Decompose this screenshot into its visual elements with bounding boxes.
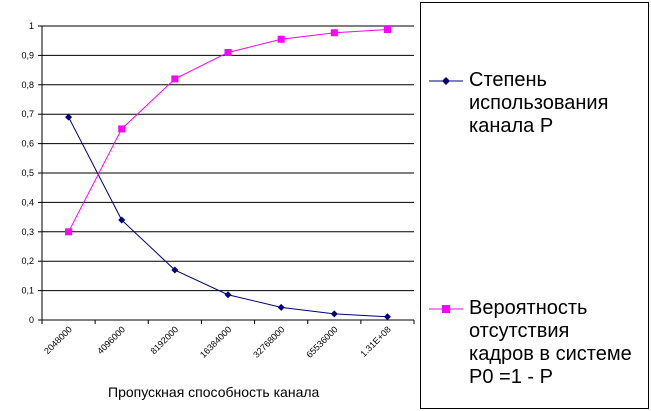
x-tick-label: 1.31E+08 xyxy=(358,324,393,359)
data-point-square xyxy=(118,125,126,133)
y-tick-label: 0,8 xyxy=(21,80,34,90)
axes xyxy=(38,25,415,324)
y-tick-label: 0,4 xyxy=(21,197,34,207)
legend-swatch-diamond xyxy=(429,77,463,85)
x-tick-label: 2048000 xyxy=(42,324,74,356)
y-tick-label: 0 xyxy=(29,315,34,325)
series-1 xyxy=(65,113,391,321)
y-tick-label: 0,9 xyxy=(21,50,34,60)
y-tick-label: 0,6 xyxy=(21,139,34,149)
data-point-square xyxy=(65,228,73,236)
data-point-square xyxy=(171,75,179,83)
data-point-diamond xyxy=(224,291,232,299)
y-tick-label: 0,5 xyxy=(21,168,34,178)
x-tick-labels: 2048000 4096000 8192000 16384000 32768000 655… xyxy=(42,324,393,359)
x-tick-label: 32768000 xyxy=(251,324,286,359)
y-tick-label: 0,1 xyxy=(21,286,34,296)
legend: Степень использования канала P Вероятнос… xyxy=(420,2,649,409)
data-point-diamond xyxy=(277,303,285,311)
y-tick-label: 1 xyxy=(29,21,34,31)
legend-swatch-square xyxy=(429,305,463,313)
data-point-diamond xyxy=(171,266,179,274)
grid xyxy=(42,25,414,292)
x-tick-label: 8192000 xyxy=(148,324,180,356)
series-line xyxy=(68,116,388,318)
x-tick-label: 4096000 xyxy=(95,324,127,356)
data-point-square xyxy=(330,29,338,37)
data-point-square xyxy=(277,35,285,43)
data-point-diamond xyxy=(383,313,391,321)
x-tick-label: 16384000 xyxy=(198,324,233,359)
y-tick-label: 0,7 xyxy=(21,109,34,119)
legend-item-probability: Вероятность отсутствия кадров в системе … xyxy=(429,297,632,389)
data-point-square xyxy=(383,26,391,34)
y-tick-labels: 0 0,1 0,2 0,3 0,4 0,5 0,6 0,7 0,8 0,9 1 xyxy=(21,21,34,325)
legend-item-utilization: Степень использования канала P xyxy=(429,69,608,138)
y-tick-label: 0,2 xyxy=(21,256,34,266)
series-line xyxy=(68,29,388,233)
data-point-diamond xyxy=(65,113,73,121)
series-2 xyxy=(65,26,391,236)
series xyxy=(65,26,391,321)
data-point-diamond xyxy=(330,310,338,318)
x-axis-title: Пропускная способность канала xyxy=(108,384,320,400)
legend-label-probability: Вероятность отсутствия кадров в системе … xyxy=(469,297,632,388)
legend-label-utilization: Степень использования канала P xyxy=(469,69,609,137)
x-tick-label: 65536000 xyxy=(304,324,339,359)
data-point-square xyxy=(224,48,232,56)
y-tick-label: 0,3 xyxy=(21,227,34,237)
data-point-diamond xyxy=(118,216,126,224)
